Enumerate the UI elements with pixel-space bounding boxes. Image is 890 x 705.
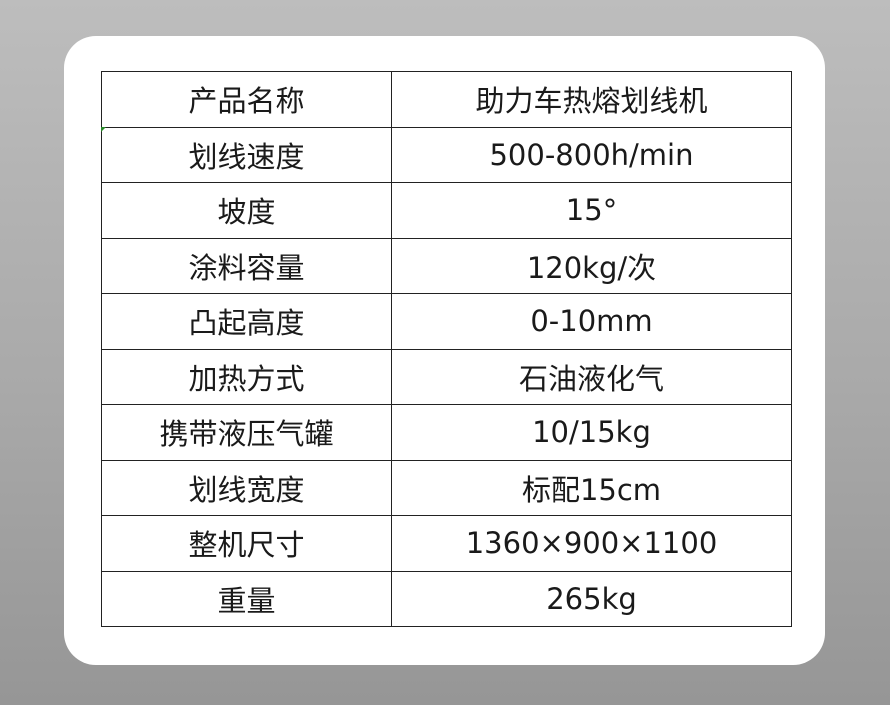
spec-label: 划线宽度	[101, 459, 392, 516]
table-row: 产品名称 助力车热熔划线机	[101, 71, 792, 128]
spec-label: 涂料容量	[101, 237, 392, 294]
spec-value: 0-10mm	[391, 293, 792, 350]
table-row: 坡度 15°	[101, 182, 792, 239]
spec-value: 石油液化气	[391, 348, 792, 405]
table-row: 划线速度 500-800h/min	[101, 126, 792, 183]
table-row: 凸起高度 0-10mm	[101, 293, 792, 350]
spec-value: 15°	[391, 182, 792, 239]
spec-label: 重量	[101, 570, 392, 627]
spec-label: 加热方式	[101, 348, 392, 405]
spec-value: 10/15kg	[391, 404, 792, 461]
spec-label: 坡度	[101, 182, 392, 239]
spec-value: 助力车热熔划线机	[391, 71, 792, 128]
spec-value: 500-800h/min	[391, 126, 792, 183]
spec-value: 120kg/次	[391, 237, 792, 294]
spec-label: 携带液压气罐	[101, 404, 392, 461]
table-row: 携带液压气罐 10/15kg	[101, 404, 792, 461]
table-row: 整机尺寸 1360×900×1100	[101, 515, 792, 572]
spec-value: 265kg	[391, 570, 792, 627]
spec-label: 凸起高度	[101, 293, 392, 350]
table-row: 涂料容量 120kg/次	[101, 237, 792, 294]
spec-label: 整机尺寸	[101, 515, 392, 572]
table-row: 重量 265kg	[101, 570, 792, 627]
spec-label: 划线速度	[101, 126, 392, 183]
cell-marker	[101, 127, 106, 132]
table-row: 划线宽度 标配15cm	[101, 459, 792, 516]
spec-label: 产品名称	[101, 71, 392, 128]
table-row: 加热方式 石油液化气	[101, 348, 792, 405]
spec-value: 标配15cm	[391, 459, 792, 516]
spec-value: 1360×900×1100	[391, 515, 792, 572]
spec-table: 产品名称 助力车热熔划线机 划线速度 500-800h/min 坡度 15° 涂料容量 120…	[101, 71, 792, 627]
